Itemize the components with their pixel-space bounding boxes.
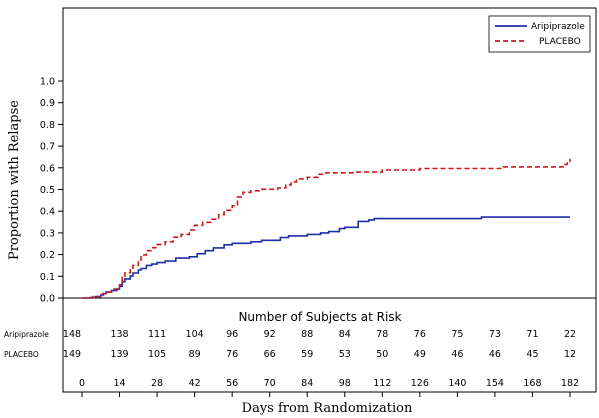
risk-count: 46	[451, 349, 463, 360]
y-axis-label: Proportion with Relapse	[7, 100, 22, 260]
risk-count: 89	[189, 349, 201, 360]
risk-count: 22	[564, 329, 576, 340]
risk-count: 76	[226, 349, 238, 360]
risk-count: 96	[226, 329, 238, 340]
x-tick-label: 0	[79, 378, 85, 389]
legend-box	[488, 15, 591, 53]
legend-label-placebo: PLACEBO	[539, 37, 581, 47]
y-tick-label: 0.3	[40, 228, 55, 239]
x-tick-label: 126	[411, 378, 429, 389]
risk-count: 49	[414, 349, 426, 360]
risk-count: 45	[526, 349, 538, 360]
x-tick-label: 140	[448, 378, 466, 389]
y-axis: 0.0 0.1 0.2 0.3 0.4 0.5 0.6 0.7 0.8 0.9 1.0	[40, 77, 63, 305]
risk-count: 75	[451, 329, 463, 340]
risk-count: 78	[376, 329, 388, 340]
series-line-aripiprazole	[82, 216, 570, 299]
curves	[82, 158, 571, 299]
risk-table: Aripiprazole 148 138 111 104 96 92 88 84 78 76 75 73…	[4, 329, 576, 360]
risk-count: 148	[63, 329, 81, 340]
risk-count: 76	[414, 329, 426, 340]
risk-count: 92	[264, 329, 276, 340]
x-tick-label: 98	[339, 378, 351, 389]
y-tick-label: 1.0	[40, 77, 55, 88]
y-tick-label: 0.5	[40, 185, 55, 196]
risk-count: 138	[110, 329, 128, 340]
y-tick-label: 0.6	[40, 163, 55, 174]
risk-count: 149	[63, 349, 81, 360]
risk-count: 111	[148, 329, 166, 340]
y-tick-label: 0.0	[40, 294, 55, 305]
x-tick-label: 14	[113, 378, 125, 389]
x-tick-label: 154	[486, 378, 504, 389]
y-tick-label: 0.4	[40, 207, 55, 218]
risk-count: 84	[339, 329, 351, 340]
y-tick-label: 0.8	[40, 120, 55, 131]
risk-count: 73	[489, 329, 501, 340]
x-tick-label: 56	[226, 378, 238, 389]
plot-frame	[62, 7, 597, 393]
risk-count: 50	[376, 349, 388, 360]
legend: Aripiprazole PLACEBO	[488, 15, 591, 53]
x-tick-label: 112	[373, 378, 391, 389]
risk-count: 46	[489, 349, 501, 360]
y-tick-label: 0.2	[40, 250, 55, 261]
risk-count: 88	[301, 329, 313, 340]
x-tick-label: 168	[523, 378, 541, 389]
x-tick-label: 70	[264, 378, 276, 389]
risk-count: 71	[526, 329, 538, 340]
risk-count: 66	[264, 349, 276, 360]
x-tick-label: 84	[301, 378, 313, 389]
risk-count: 105	[148, 349, 166, 360]
legend-label-aripiprazole: Aripiprazole	[531, 22, 585, 32]
x-axis: 0 14 28 42 56 70 84 98 112 126 140 154 168 182	[79, 378, 579, 397]
y-tick-label: 0.1	[40, 272, 55, 283]
risk-count: 53	[339, 349, 351, 360]
risk-count: 59	[301, 349, 313, 360]
risk-row-label: PLACEBO	[4, 350, 39, 359]
y-tick-label: 0.7	[40, 142, 55, 153]
risk-count: 139	[110, 349, 128, 360]
risk-count: 12	[564, 349, 576, 360]
risk-row-label: Aripiprazole	[4, 330, 49, 339]
x-tick-label: 182	[561, 378, 579, 389]
risk-table-title: Number of Subjects at Risk	[238, 310, 401, 324]
x-tick-label: 28	[151, 378, 163, 389]
risk-count: 104	[186, 329, 204, 340]
x-axis-label: Days from Randomization	[242, 401, 413, 416]
y-tick-label: 0.9	[40, 98, 55, 109]
x-tick-label: 42	[189, 378, 201, 389]
